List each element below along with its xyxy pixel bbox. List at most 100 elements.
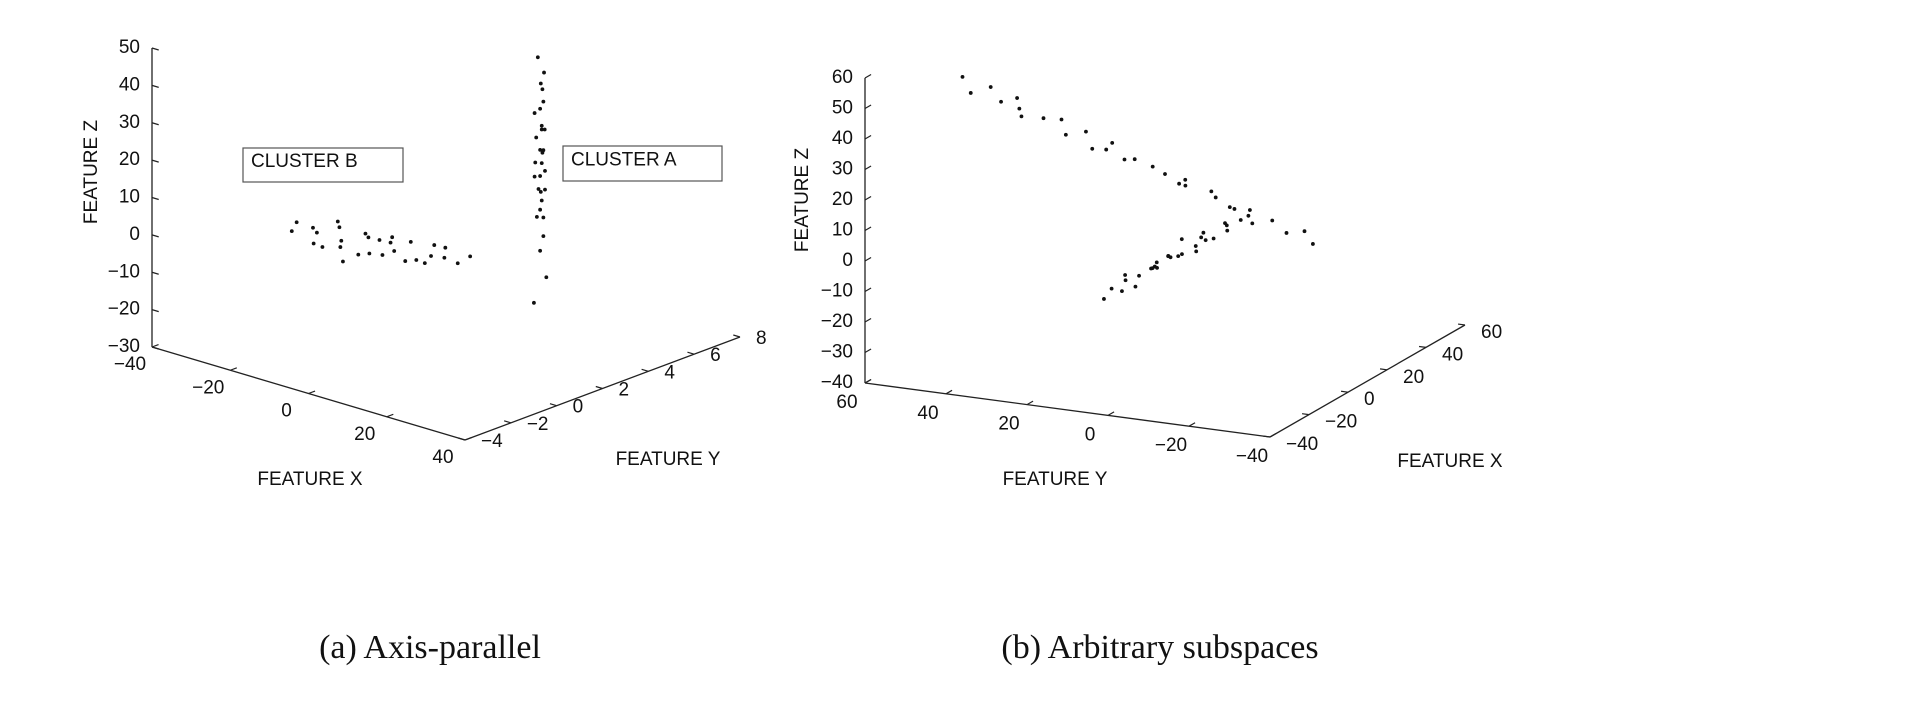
data-point <box>335 219 340 224</box>
z-tick <box>151 47 159 51</box>
data-point <box>314 230 319 235</box>
y-tick <box>549 403 557 407</box>
data-point <box>1284 231 1289 235</box>
data-point <box>532 300 536 305</box>
y-tick <box>864 378 872 384</box>
data-point <box>1133 284 1138 289</box>
data-point <box>1232 207 1237 211</box>
data-point <box>1015 96 1019 100</box>
data-point <box>1084 129 1088 134</box>
data-point <box>1137 273 1141 278</box>
data-point <box>1227 205 1232 209</box>
z-tick <box>864 348 872 354</box>
z-tick-label: −10 <box>108 261 140 282</box>
y-tick-label: 2 <box>619 380 630 401</box>
data-point <box>311 241 316 246</box>
data-point <box>1209 189 1214 194</box>
data-point <box>1163 172 1167 176</box>
data-point <box>536 187 541 191</box>
data-point <box>468 254 473 259</box>
z-tick <box>864 226 872 232</box>
data-point <box>1150 164 1155 169</box>
data-point <box>533 160 538 165</box>
x-tick <box>230 367 238 371</box>
data-point <box>442 255 447 260</box>
z-tick <box>151 122 159 126</box>
x-tick <box>386 413 394 418</box>
data-point <box>356 252 361 257</box>
annotation: CLUSTER A <box>571 150 677 171</box>
z-tick <box>151 271 159 275</box>
z-tick <box>151 346 159 350</box>
z-tick-label: 20 <box>832 189 853 210</box>
z-tick-label: 30 <box>119 112 140 133</box>
caption: (a) Axis-parallel <box>319 629 541 666</box>
data-point <box>538 81 543 86</box>
x-tick-label: 20 <box>354 424 375 445</box>
data-point <box>1017 106 1022 111</box>
y-tick <box>458 437 466 441</box>
data-point <box>538 248 543 253</box>
data-point <box>403 259 408 263</box>
z-tick <box>864 134 872 140</box>
data-point <box>388 240 393 245</box>
x-tick-label: −20 <box>1325 412 1357 433</box>
data-point <box>539 198 544 203</box>
z-tick-label: 50 <box>119 37 140 58</box>
data-point <box>538 189 543 194</box>
y-tick <box>1026 400 1034 406</box>
x-axis-title: FEATURE X <box>1397 451 1503 472</box>
z-tick <box>864 165 872 171</box>
data-point <box>408 239 413 244</box>
annotation-box <box>242 147 404 183</box>
data-point <box>337 225 342 230</box>
y-tick <box>503 420 512 424</box>
z-tick-label: 20 <box>119 149 140 170</box>
z-tick-label: 40 <box>832 128 853 149</box>
z-tick <box>864 73 872 79</box>
x-axis-line <box>1269 324 1466 438</box>
data-point <box>988 85 993 89</box>
y-tick-label: 60 <box>836 392 857 413</box>
data-point <box>1177 181 1181 186</box>
data-point <box>311 225 315 230</box>
data-point <box>390 235 395 240</box>
y-tick-label: 8 <box>756 328 767 349</box>
data-point <box>539 161 544 166</box>
data-point <box>538 106 543 111</box>
data-point <box>443 245 448 250</box>
data-point <box>341 259 345 264</box>
data-point <box>539 123 544 128</box>
data-point <box>1311 242 1315 246</box>
data-point <box>541 148 546 153</box>
z-tick-label: −30 <box>108 336 140 357</box>
z-tick-label: 40 <box>119 74 140 95</box>
data-point <box>380 253 385 257</box>
x-tick <box>1379 368 1388 371</box>
data-point <box>414 258 419 262</box>
x-tick-label: 40 <box>1442 344 1463 365</box>
data-point <box>1102 297 1106 301</box>
data-point <box>1019 114 1024 119</box>
y-tick <box>733 334 741 338</box>
x-tick <box>464 436 472 441</box>
data-point <box>1183 177 1188 182</box>
data-point <box>544 275 549 280</box>
x-axis-title: FEATURE X <box>257 469 363 490</box>
data-point <box>1149 266 1153 271</box>
y-tick-label: 6 <box>710 345 721 366</box>
x-tick-label: −40 <box>114 354 146 375</box>
x-tick <box>1418 345 1427 348</box>
data-point <box>455 261 460 266</box>
data-point <box>1059 117 1064 122</box>
y-tick <box>595 385 603 390</box>
data-point <box>429 254 433 258</box>
data-point <box>422 261 427 266</box>
y-axis-line <box>864 382 1271 438</box>
z-tick-label: −30 <box>821 342 853 363</box>
y-axis-title: FEATURE Y <box>1003 469 1108 490</box>
data-point <box>1132 157 1137 162</box>
data-point <box>1179 237 1184 242</box>
data-point <box>1180 252 1184 257</box>
annotation: CLUSTER B <box>251 151 358 172</box>
